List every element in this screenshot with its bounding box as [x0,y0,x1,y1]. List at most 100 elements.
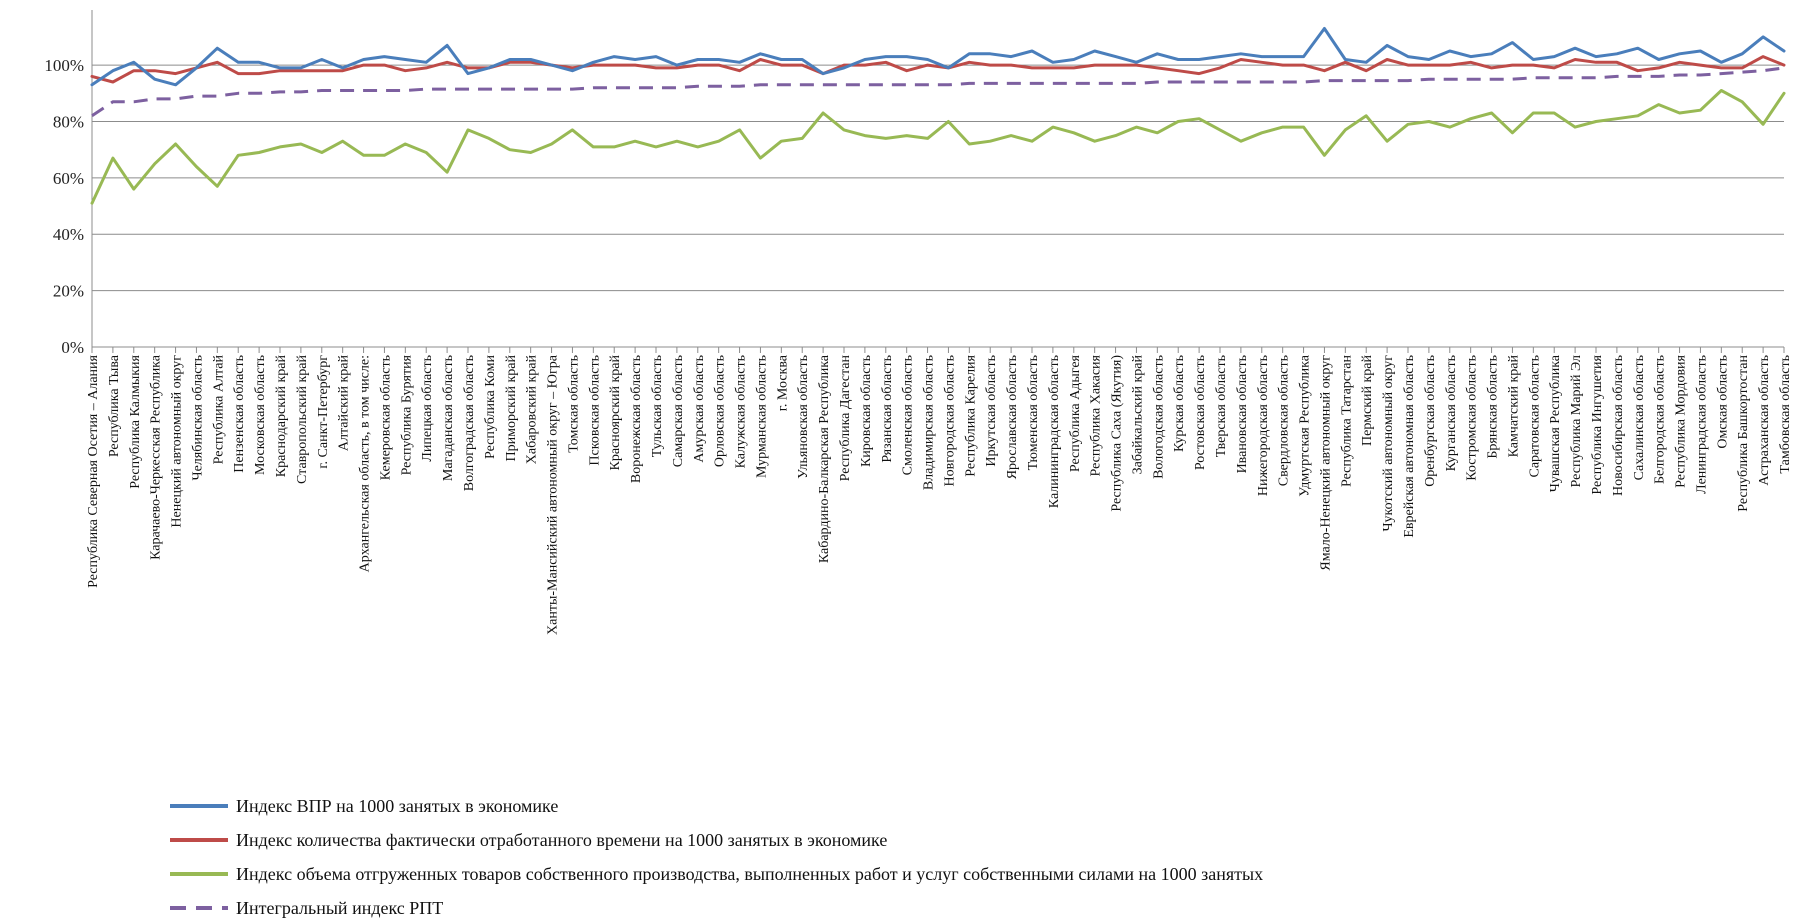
series-line-2 [90,55,1786,84]
x-tick-label: Ставропольский край [295,354,310,483]
x-tick-label: Республика Башкортостан [1736,355,1751,512]
y-tick-label: 0% [61,338,84,357]
x-tick-label: Еврейская автономная область [1402,355,1417,538]
x-tick-label: г. Санкт-Петербург [316,355,331,469]
x-tick-label: Архангельская область, в том числе: [358,355,373,572]
x-tick-label: Владимирская область [922,355,937,490]
x-tick-label: Республика Северная Осетия – Алания [86,354,101,587]
x-tick-label: Иркутская область [984,355,999,467]
x-tick-label: Хабаровский край [525,354,540,464]
x-tick-label: Республика Мордовия [1674,354,1689,487]
x-tick-label: Томская область [566,355,581,453]
x-tick-label: Ярославская область [1005,355,1020,479]
x-tick-label: Красноярский край [608,355,623,471]
x-tick-label: Карачаево-Черкесская Республика [149,354,164,560]
x-tick-label: Саратовская область [1527,355,1542,478]
legend: Индекс ВПР на 1000 занятых в экономике Ин… [170,796,1263,918]
x-tick-label: Псковская область [587,355,602,466]
x-tick-label: Кабардино-Балкарская Республика [817,354,832,563]
x-tick-label: Республика Ингушетия [1590,354,1605,494]
x-tick-label: Республика Алтай [211,355,226,465]
x-tick-label: Рязанская область [880,355,895,463]
x-tick-label: Челябинская область [190,355,205,481]
x-tick-label: Костромская область [1465,355,1480,481]
series-lines [90,27,1786,205]
x-tick-label: Свердловская область [1277,355,1292,486]
x-tick-label: Калининградская область [1047,355,1062,508]
legend-label: Индекс объема отгруженных товаров собств… [236,864,1263,884]
x-tick-label: Ростовская область [1193,355,1208,470]
x-tick-label: Амурская область [692,355,707,463]
x-tick-label: Московская область [253,355,268,475]
x-tick-label: Нижегородская область [1256,355,1271,496]
x-tick-label: Сахалинская область [1632,355,1647,480]
x-tick-label: Новгородская область [942,355,957,486]
x-tick-label: Орловская область [713,355,728,467]
x-tick-label: Республика Тыва [107,354,122,457]
y-tick-label: 40% [53,225,84,244]
x-tick-label: Республика Хакасия [1089,354,1104,476]
x-tick-label: Чувашская Республика [1548,354,1563,492]
x-tick-label: Самарская область [671,355,686,467]
gridlines [92,64,1784,348]
x-tick-label: Оренбургская область [1423,355,1438,487]
x-tick-label: Республика Марий Эл [1569,355,1584,487]
x-tick-label: Тверская область [1214,355,1229,457]
x-tick-label: Республика Калмыкия [128,354,143,488]
series-line-3 [90,89,1786,205]
x-tick-label: Волгоградская область [462,355,477,491]
x-tick-label: Омская область [1715,355,1730,449]
x-tick-label: Республика Адыгея [1068,354,1083,472]
x-axis: Республика Северная Осетия – Алания Респу… [86,347,1793,635]
y-tick-label: 80% [53,112,84,131]
x-tick-label: Пензенская область [232,355,247,473]
x-tick-label: Ненецкий автономный округ [170,355,185,528]
x-tick-label: Магаданская область [441,355,456,481]
x-tick-label: Липецкая область [420,355,435,462]
x-tick-label: г. Москва [775,354,790,411]
x-tick-label: Республика Саха (Якутия) [1110,355,1125,512]
x-tick-label: Ханты-Мансийский автономный округ – Югра [546,354,561,635]
y-tick-label: 20% [53,282,84,301]
x-tick-label: Чукотский автономный округ [1381,355,1396,532]
x-tick-label: Камчатский край [1506,354,1521,457]
x-tick-label: Ульяновская область [796,355,811,479]
y-axis: 0% 20% 40% 60% 80% 100% [44,10,93,357]
x-tick-label: Ямало-Ненецкий автономный округ [1318,355,1333,571]
x-tick-label: Республика Дагестан [838,355,853,482]
x-tick-label: Алтайский край [337,355,352,452]
x-tick-label: Курганская область [1444,355,1459,471]
x-tick-label: Тюменская область [1026,355,1041,470]
x-tick-label: Калужская область [734,355,749,468]
x-tick-label: Смоленская область [901,355,916,475]
x-tick-label: Пермский край [1360,354,1375,445]
x-tick-label: Тульская область [650,355,665,457]
x-tick-label: Астраханская область [1757,355,1772,486]
x-tick-label: Удмуртская Республика [1298,354,1313,497]
x-tick-label: Забайкальский край [1130,355,1145,475]
x-tick-label: Кемеровская область [378,355,393,480]
x-tick-label: Белгородская область [1653,355,1668,484]
legend-label: Индекс количества фактически отработанно… [236,830,887,850]
x-tick-label: Мурманская область [754,355,769,478]
x-tick-label: Республика Карелия [963,354,978,476]
x-tick-label: Республика Татарстан [1339,354,1354,487]
series-line-1 [90,27,1786,87]
series-line-4 [91,66,1785,118]
x-tick-label: Курская область [1172,355,1187,452]
legend-label: Индекс ВПР на 1000 занятых в экономике [236,796,558,816]
x-tick-label: Тамбовская область [1778,355,1793,474]
x-tick-label: Приморский край [504,355,519,462]
x-tick-label: Кировская область [859,355,874,467]
x-tick-label: Воронежская область [629,355,644,483]
y-tick-label: 60% [53,169,84,188]
x-tick-label: Республика Коми [483,354,498,458]
x-tick-label: Краснодарский край [274,354,289,477]
x-tick-label: Ленинградская область [1694,355,1709,494]
x-tick-label: Брянская область [1486,355,1501,459]
x-tick-label: Вологодская область [1151,355,1166,479]
x-tick-label: Республика Бурятия [399,354,414,475]
y-tick-label: 100% [44,56,84,75]
x-tick-label: Ивановская область [1235,355,1250,473]
